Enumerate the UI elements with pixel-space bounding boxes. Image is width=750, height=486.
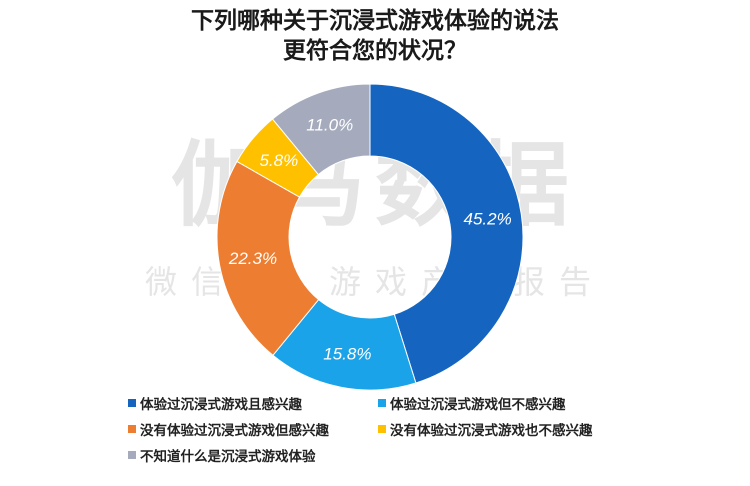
legend-item-2: 体验过沉浸式游戏但不感兴趣 xyxy=(378,392,566,414)
legend-label-4: 没有体验过沉浸式游戏也不感兴趣 xyxy=(390,423,593,439)
legend-item-4: 没有体验过沉浸式游戏也不感兴趣 xyxy=(378,418,593,440)
legend-swatch-4 xyxy=(378,425,386,433)
slice-label-1: 45.2% xyxy=(464,209,512,228)
slice-label-2: 15.8% xyxy=(323,344,371,363)
slice-label-5: 11.0% xyxy=(306,116,353,135)
legend-label-1: 体验过沉浸式游戏且感兴趣 xyxy=(140,397,302,413)
slice-label-4: 5.8% xyxy=(259,151,298,170)
donut-slice-5 xyxy=(271,83,371,176)
legend-label-3: 没有体验过沉浸式游戏但感兴趣 xyxy=(140,423,329,439)
chart-title: 下列哪种关于沉浸式游戏体验的说法 更符合您的状况？ xyxy=(0,6,750,66)
legend: 体验过沉浸式游戏且感兴趣 体验过沉浸式游戏但不感兴趣没有体验过沉浸式游戏但感兴趣 没… xyxy=(128,392,648,466)
title-line-1: 下列哪种关于沉浸式游戏体验的说法 xyxy=(191,8,559,34)
donut-slice-3 xyxy=(216,160,320,356)
legend-swatch-3 xyxy=(128,425,136,433)
legend-swatch-1 xyxy=(128,399,136,407)
legend-item-5: 不知道什么是沉浸式游戏体验 xyxy=(128,444,378,466)
title-line-2: 更符合您的状况？ xyxy=(283,38,467,64)
legend-label-2: 体验过沉浸式游戏但不感兴趣 xyxy=(390,397,566,413)
legend-label-5: 不知道什么是沉浸式游戏体验 xyxy=(140,449,316,465)
legend-item-1: 体验过沉浸式游戏且感兴趣 xyxy=(128,392,378,414)
legend-item-3: 没有体验过沉浸式游戏但感兴趣 xyxy=(128,418,378,440)
slice-label-3: 22.3% xyxy=(228,249,277,268)
legend-swatch-5 xyxy=(128,451,136,459)
legend-swatch-2 xyxy=(378,399,386,407)
donut-slice-1 xyxy=(369,83,524,384)
